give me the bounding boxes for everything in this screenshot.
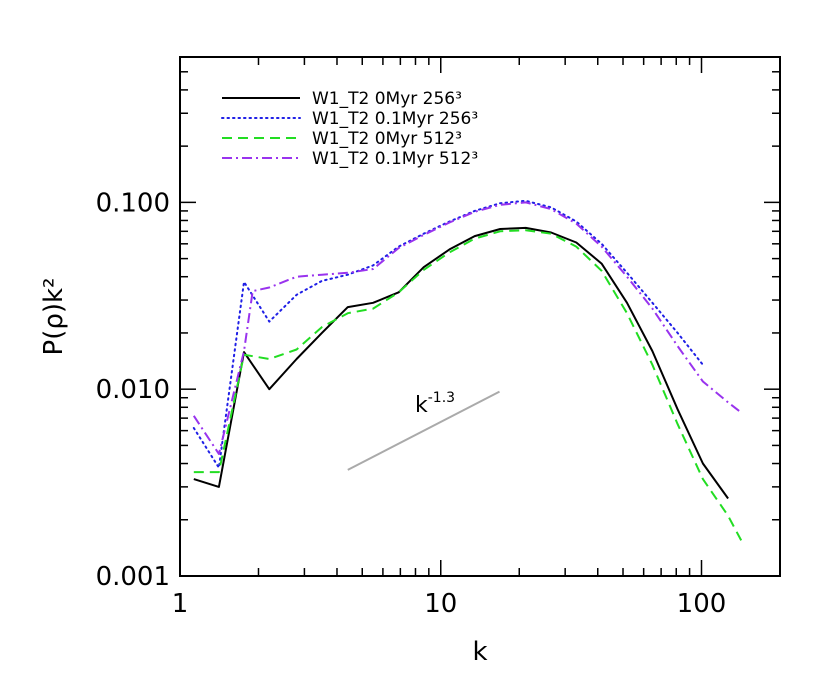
x-tick-label: 10 xyxy=(424,589,457,619)
legend-label-3: W1_T2 0Myr 512³ xyxy=(312,129,462,149)
series-line-1 xyxy=(193,226,729,500)
y-tick-label: 0.100 xyxy=(96,188,170,218)
y-axis-title: P(ρ)k² xyxy=(39,278,69,356)
legend-label-1: W1_T2 0Myr 256³ xyxy=(312,89,462,109)
x-tick-label: 1 xyxy=(172,589,189,619)
y-tick-label: 0.010 xyxy=(96,375,170,405)
x-axis-title: k xyxy=(472,637,487,667)
series-layer xyxy=(192,199,743,541)
plot-frame xyxy=(179,56,781,577)
reference-slope-line xyxy=(347,390,500,471)
x-tick-label: 100 xyxy=(677,589,727,619)
series-line-4 xyxy=(192,201,742,455)
reference-slope-label: k-1.3 xyxy=(415,390,455,418)
series-line-3 xyxy=(193,229,743,541)
legend-label-2: W1_T2 0.1Myr 256³ xyxy=(312,109,478,129)
annotation-layer: k-1.3 xyxy=(347,390,500,471)
axes-layer: 1 10 100 0.001 0.010 0.100 k P(ρ)k² xyxy=(39,56,781,667)
y-tick-label: 0.001 xyxy=(96,562,170,592)
legend-label-4: W1_T2 0.1Myr 512³ xyxy=(312,149,478,169)
